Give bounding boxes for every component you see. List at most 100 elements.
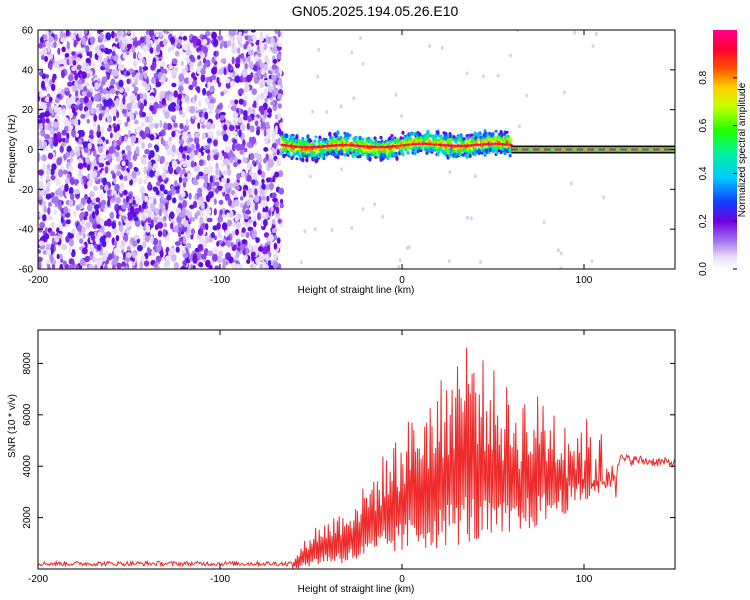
spectrogram-noise-cell <box>192 255 198 264</box>
spectrogram-noise-cell <box>280 198 284 204</box>
spectrogram-noise-cell <box>182 219 188 228</box>
spectrogram-noise-cell <box>109 60 114 66</box>
spectrogram-noise-cell <box>92 159 97 166</box>
spectrogram-noise-cell <box>241 68 248 77</box>
spectrogram-noise-cell <box>93 185 98 191</box>
spectrogram-noise-cell <box>209 260 214 266</box>
spectrogram-sparse-cell <box>562 90 566 95</box>
spectrogram-noise-cell <box>271 147 275 153</box>
spectrogram-signal-cell <box>331 136 335 142</box>
spectrogram-noise-cell <box>159 201 164 210</box>
spectrogram-noise-cell <box>223 151 229 160</box>
spectrogram-noise-cell <box>130 113 135 121</box>
spectrogram-sparse-cell <box>448 170 452 175</box>
spectrogram-noise-cell <box>108 115 112 124</box>
spectrogram-signal-cell <box>387 142 391 146</box>
spectrogram-noise-cell <box>182 236 187 245</box>
spectrogram-noise-cell <box>209 85 215 93</box>
spectrogram-noise-cell <box>180 266 185 269</box>
spectrogram-noise-cell <box>70 33 75 40</box>
spectrogram-noise-cell <box>130 135 136 144</box>
spectrogram-noise-cell <box>38 261 42 269</box>
spectrogram-sparse-cell <box>350 50 354 55</box>
spectrogram-noise-cell <box>277 42 283 47</box>
spectrogram-noise-cell <box>45 30 49 37</box>
spectrogram-noise-cell <box>101 126 104 135</box>
spectrogram-noise-cell <box>197 122 201 130</box>
spectrogram-noise-cell <box>103 99 107 107</box>
spectrogram-noise-cell <box>212 253 218 262</box>
spectrogram-noise-cell <box>64 87 70 92</box>
spectrogram-noise-cell <box>94 236 101 243</box>
spectrogram-noise-cell <box>267 159 274 168</box>
spectrogram-noise-cell <box>39 180 44 189</box>
spectrogram-noise-cell <box>73 118 79 127</box>
spectrogram-signal-cell <box>448 138 452 143</box>
snr-y-tick-label: 6000 <box>22 403 33 426</box>
spectrogram-noise-cell <box>125 222 131 228</box>
spectrogram-signal-cell <box>358 154 362 159</box>
spectrogram-narrow-peak <box>552 148 555 151</box>
spectrogram-noise-cell <box>182 35 188 41</box>
spectrogram-noise-cell <box>222 257 227 266</box>
spectrogram-noise-cell <box>63 206 69 214</box>
spectrogram-noise-cell <box>147 142 153 149</box>
spectrogram-sparse-cell <box>325 110 329 115</box>
spectrogram-noise-cell <box>259 46 265 54</box>
spectrogram-signal-cell <box>478 131 482 136</box>
spectrogram-noise-cell <box>264 97 268 103</box>
spectrogram-noise-cell <box>79 238 84 245</box>
spectrogram-signal-cell <box>476 138 480 142</box>
spectrogram-signal-cell <box>305 150 309 155</box>
spectrogram-noise-cell <box>132 252 136 259</box>
spectrogram-noise-cell <box>205 121 212 130</box>
spectrogram-noise-cell <box>106 73 110 80</box>
spectrogram-noise-cell <box>238 98 244 105</box>
spectrogram-narrow-peak <box>640 148 643 151</box>
spectrogram-noise-cell <box>138 204 142 212</box>
spectrogram-noise-cell <box>42 49 47 55</box>
spectrogram-noise-cell <box>175 149 180 156</box>
spectrogram-noise-cell <box>39 90 43 98</box>
spectrogram-noise-cell <box>277 218 282 224</box>
spectrogram-noise-cell <box>258 36 264 42</box>
spectrogram-noise-cell <box>206 208 212 216</box>
spectrogram-noise-cell <box>248 170 253 177</box>
spectrogram-noise-cell <box>94 93 100 102</box>
spectrogram-noise-cell <box>235 124 241 130</box>
spectrogram-y-tick-label: -60 <box>19 265 34 276</box>
spectrogram-noise-cell <box>71 228 76 235</box>
spectrogram-signal-cell <box>314 135 318 139</box>
spectrogram-noise-cell <box>144 72 148 80</box>
spectrogram-noise-cell <box>217 35 224 41</box>
spectrogram-signal-cell <box>305 158 309 162</box>
spectrogram-noise-cell <box>112 115 117 122</box>
spectrogram-noise-cell <box>86 164 91 171</box>
spectrogram-noise-cell <box>272 82 277 90</box>
spectrogram-sparse-cell <box>447 259 451 264</box>
spectrogram-noise-cell <box>89 129 94 136</box>
colorbar-ticks: 0.0 0.2 0.4 0.6 0.8 <box>698 70 737 276</box>
snr-x-axis-label: Height of straight line (km) <box>298 584 415 595</box>
spectrogram-noise-cell <box>229 99 236 105</box>
spectrogram-sparse-cell <box>542 220 546 225</box>
spectrogram-noise-cell <box>232 138 238 144</box>
spectrogram-noise-cell <box>44 110 50 118</box>
spectrogram-noise-cell <box>235 56 241 65</box>
spectrogram-noise-cell <box>241 227 246 233</box>
spectrogram-signal-cell <box>410 131 414 136</box>
spectrogram-noise-cell <box>65 30 70 37</box>
spectrogram-sparse-cell <box>590 259 594 264</box>
spectrogram-narrow-peak <box>528 148 531 151</box>
spectrogram-sparse-cell <box>508 53 512 58</box>
spectrogram-noise-cell <box>219 43 223 50</box>
spectrogram-noise-cell <box>99 184 104 190</box>
spectrogram-noise-cell <box>139 255 146 262</box>
spectrogram-noise-cell <box>257 162 262 171</box>
spectrogram-noise-cell <box>238 129 242 138</box>
spectrogram-signal-cell <box>373 136 377 140</box>
spectrogram-noise-cell <box>47 152 54 160</box>
spectrogram-signal-cell <box>414 146 418 151</box>
spectrogram-noise-cell <box>164 30 168 35</box>
spectrogram-noise-cell <box>105 139 109 145</box>
